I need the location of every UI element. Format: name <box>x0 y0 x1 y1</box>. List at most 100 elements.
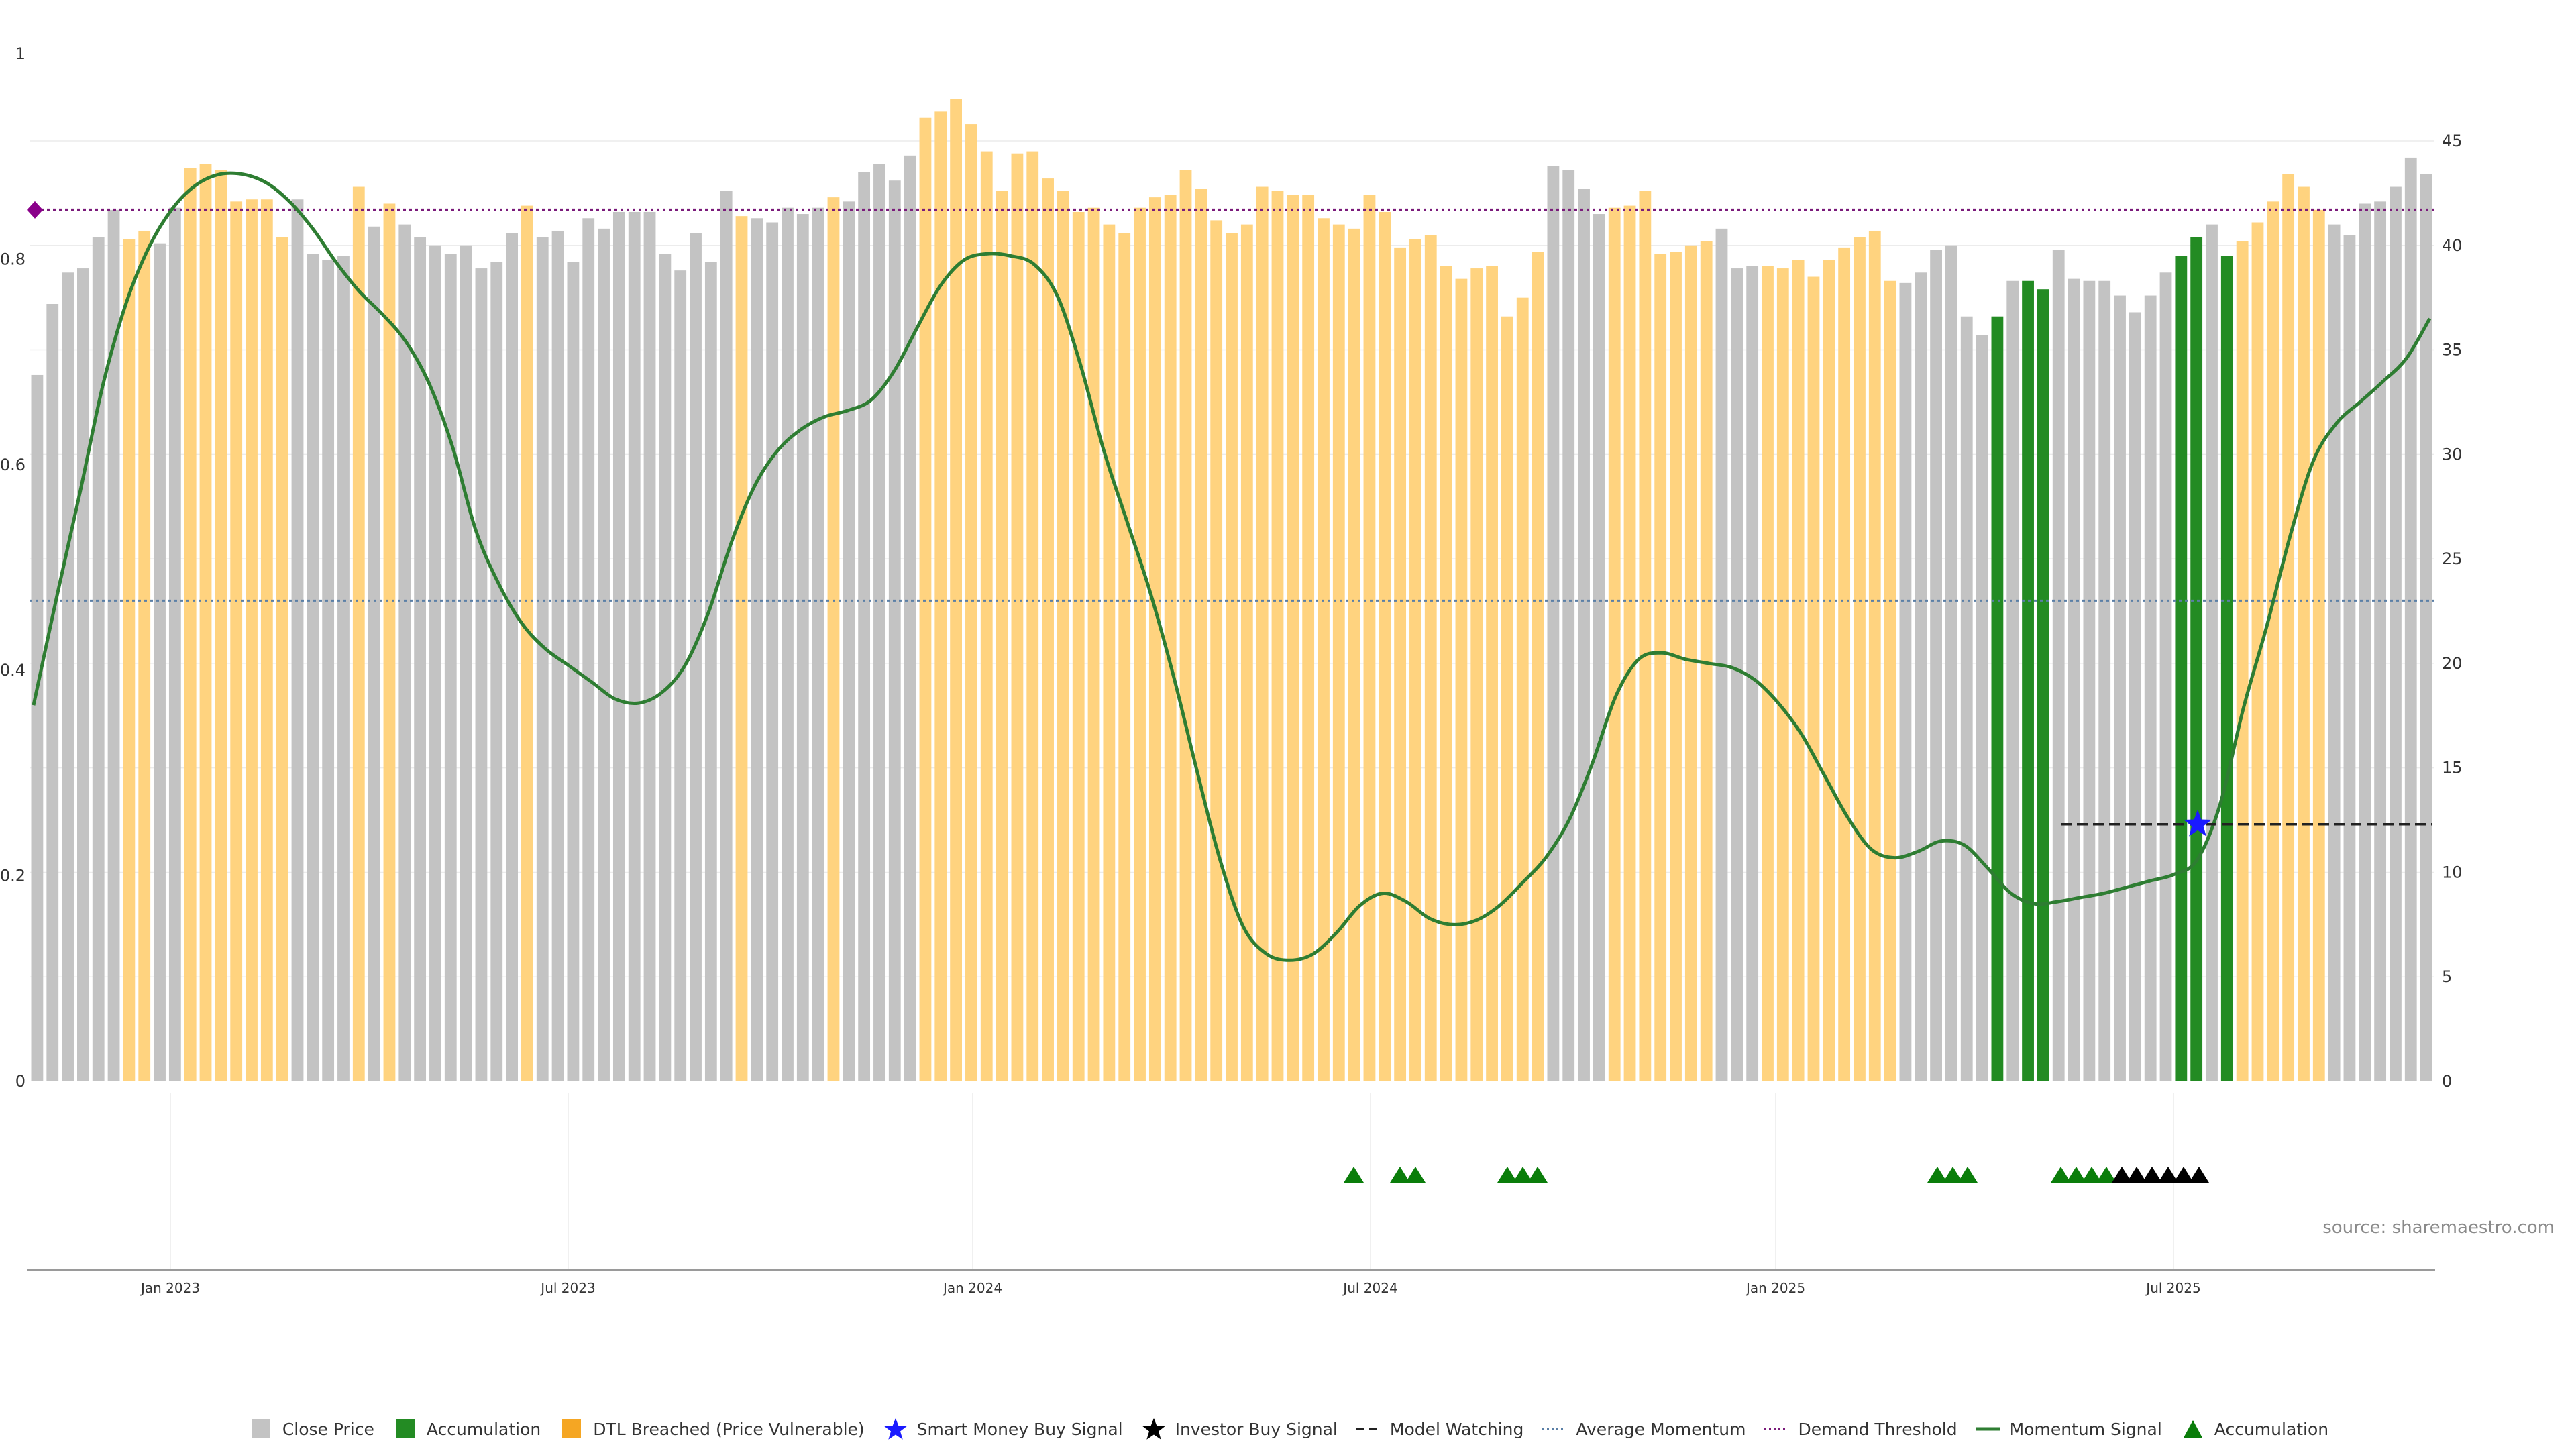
price-bar <box>2190 237 2203 1081</box>
price-bar <box>2390 186 2402 1081</box>
right-axis-tick-label: 30 <box>2442 445 2463 464</box>
price-bar <box>2420 174 2432 1082</box>
legend-average-momentum[interactable]: Average Momentum <box>1541 1417 1746 1440</box>
price-bar <box>1226 233 1238 1082</box>
price-bar <box>1256 186 1269 1081</box>
price-bar <box>843 201 855 1082</box>
momentum-signal-line <box>32 171 2432 962</box>
legend-dtl-breached[interactable]: DTL Breached (Price Vulnerable) <box>558 1417 865 1440</box>
accumulation-marker <box>1927 1167 1947 1183</box>
legend-investor-buy[interactable]: Investor Buy Signal <box>1140 1417 1338 1440</box>
price-bar <box>1670 252 1682 1081</box>
legend-momentum-signal[interactable]: Momentum Signal <box>1975 1417 2162 1440</box>
legend-demand-threshold[interactable]: Demand Threshold <box>1763 1417 1957 1440</box>
price-bar <box>368 226 380 1081</box>
price-bar <box>2098 280 2111 1081</box>
price-bar <box>475 268 488 1081</box>
right-axis-ticks: 0 5 10 15 20 25 30 35 40 45 <box>2442 131 2463 1091</box>
price-bar <box>92 237 105 1081</box>
price-bar <box>965 124 977 1082</box>
price-bar <box>919 117 932 1082</box>
price-bar <box>536 237 549 1081</box>
price-bar <box>1762 266 1774 1082</box>
price-bar <box>888 180 901 1082</box>
price-bar <box>766 222 779 1081</box>
price-bar <box>2114 295 2126 1081</box>
price-bar <box>2404 157 2417 1081</box>
price-bar <box>904 155 916 1081</box>
price-bar <box>2359 203 2371 1082</box>
price-bar <box>2052 250 2065 1081</box>
price-bar <box>1486 266 1498 1082</box>
price-bar <box>2374 201 2387 1082</box>
price-bar <box>352 186 365 1081</box>
price-bar <box>1868 230 1881 1082</box>
left-axis-tick-label: 0.8 <box>0 250 25 268</box>
price-bar <box>1684 245 1697 1081</box>
price-bar <box>1470 268 1483 1081</box>
left-axis-ticks: 0 0.2 0.4 0.6 0.8 1 <box>0 44 25 1091</box>
price-bar <box>1608 207 1621 1082</box>
price-bar <box>1593 214 1605 1081</box>
price-bar <box>1271 191 1284 1081</box>
price-bar <box>429 245 441 1081</box>
price-bar <box>1057 191 1069 1081</box>
price-bar <box>704 262 717 1082</box>
price-bar <box>2206 224 2218 1081</box>
price-bar <box>291 199 304 1081</box>
price-bar <box>1455 278 1468 1081</box>
price-bar <box>858 172 871 1082</box>
investor-signal-marker <box>2174 1167 2194 1183</box>
x-axis-tick-label: Jan 2025 <box>1745 1280 1805 1296</box>
price-bar <box>2251 222 2264 1081</box>
legend-accumulation-marker[interactable]: Accumulation <box>2180 1417 2328 1440</box>
price-bar <box>1042 178 1054 1082</box>
price-bar <box>1501 316 1513 1082</box>
legend-smart-money[interactable]: Smart Money Buy Signal <box>882 1417 1123 1440</box>
price-bar <box>1823 260 1835 1082</box>
price-bar <box>2298 186 2310 1081</box>
green-triangle-icon <box>2180 1417 2206 1440</box>
price-bar <box>643 211 656 1082</box>
accumulation-marker <box>2096 1167 2116 1183</box>
price-bar <box>506 233 518 1082</box>
price-bar <box>1440 266 1452 1082</box>
price-bar <box>1318 218 1330 1081</box>
price-bar <box>2343 235 2356 1082</box>
legend-label: Momentum Signal <box>2009 1419 2162 1439</box>
accumulation-marker <box>1943 1167 1963 1183</box>
left-axis-tick-label: 0 <box>15 1072 25 1091</box>
price-bar <box>1838 247 1851 1081</box>
legend-accumulation[interactable]: Accumulation <box>392 1417 541 1440</box>
price-bar <box>812 207 824 1082</box>
accumulation-marker <box>2066 1167 2086 1183</box>
price-bar <box>77 268 89 1081</box>
price-bar <box>138 230 151 1082</box>
left-axis-tick-label: 1 <box>15 44 25 63</box>
price-bar <box>1087 207 1100 1082</box>
right-axis-tick-label: 25 <box>2442 549 2463 568</box>
legend-close-price[interactable]: Close Price <box>248 1417 374 1440</box>
price-bar <box>1179 170 1192 1081</box>
price-bar <box>1379 211 1391 1082</box>
signal-markers <box>1344 1167 2209 1183</box>
price-bar <box>1195 189 1208 1081</box>
price-bar <box>1945 245 1957 1081</box>
price-bar <box>1287 195 1299 1081</box>
legend-label: Close Price <box>282 1419 374 1439</box>
price-bar <box>735 216 748 1081</box>
price-bar <box>567 262 580 1082</box>
price-bar <box>2312 209 2325 1081</box>
x-axis-ticks: Jan 2023 Jul 2023 Jan 2024 Jul 2024 Jan 2025… <box>140 1280 2201 1296</box>
price-bar <box>659 254 672 1081</box>
price-bar <box>154 243 166 1081</box>
price-bar <box>1654 254 1667 1081</box>
price-bar <box>444 254 457 1081</box>
price-bar <box>1103 224 1116 1081</box>
price-bar <box>260 199 273 1081</box>
dtl-breached-swatch-icon <box>558 1417 585 1440</box>
legend-model-watching[interactable]: Model Watching <box>1355 1417 1523 1440</box>
dashed-line-icon <box>1355 1417 1382 1440</box>
x-axis-tick-label: Jan 2024 <box>942 1280 1002 1296</box>
price-bar <box>1072 211 1085 1082</box>
